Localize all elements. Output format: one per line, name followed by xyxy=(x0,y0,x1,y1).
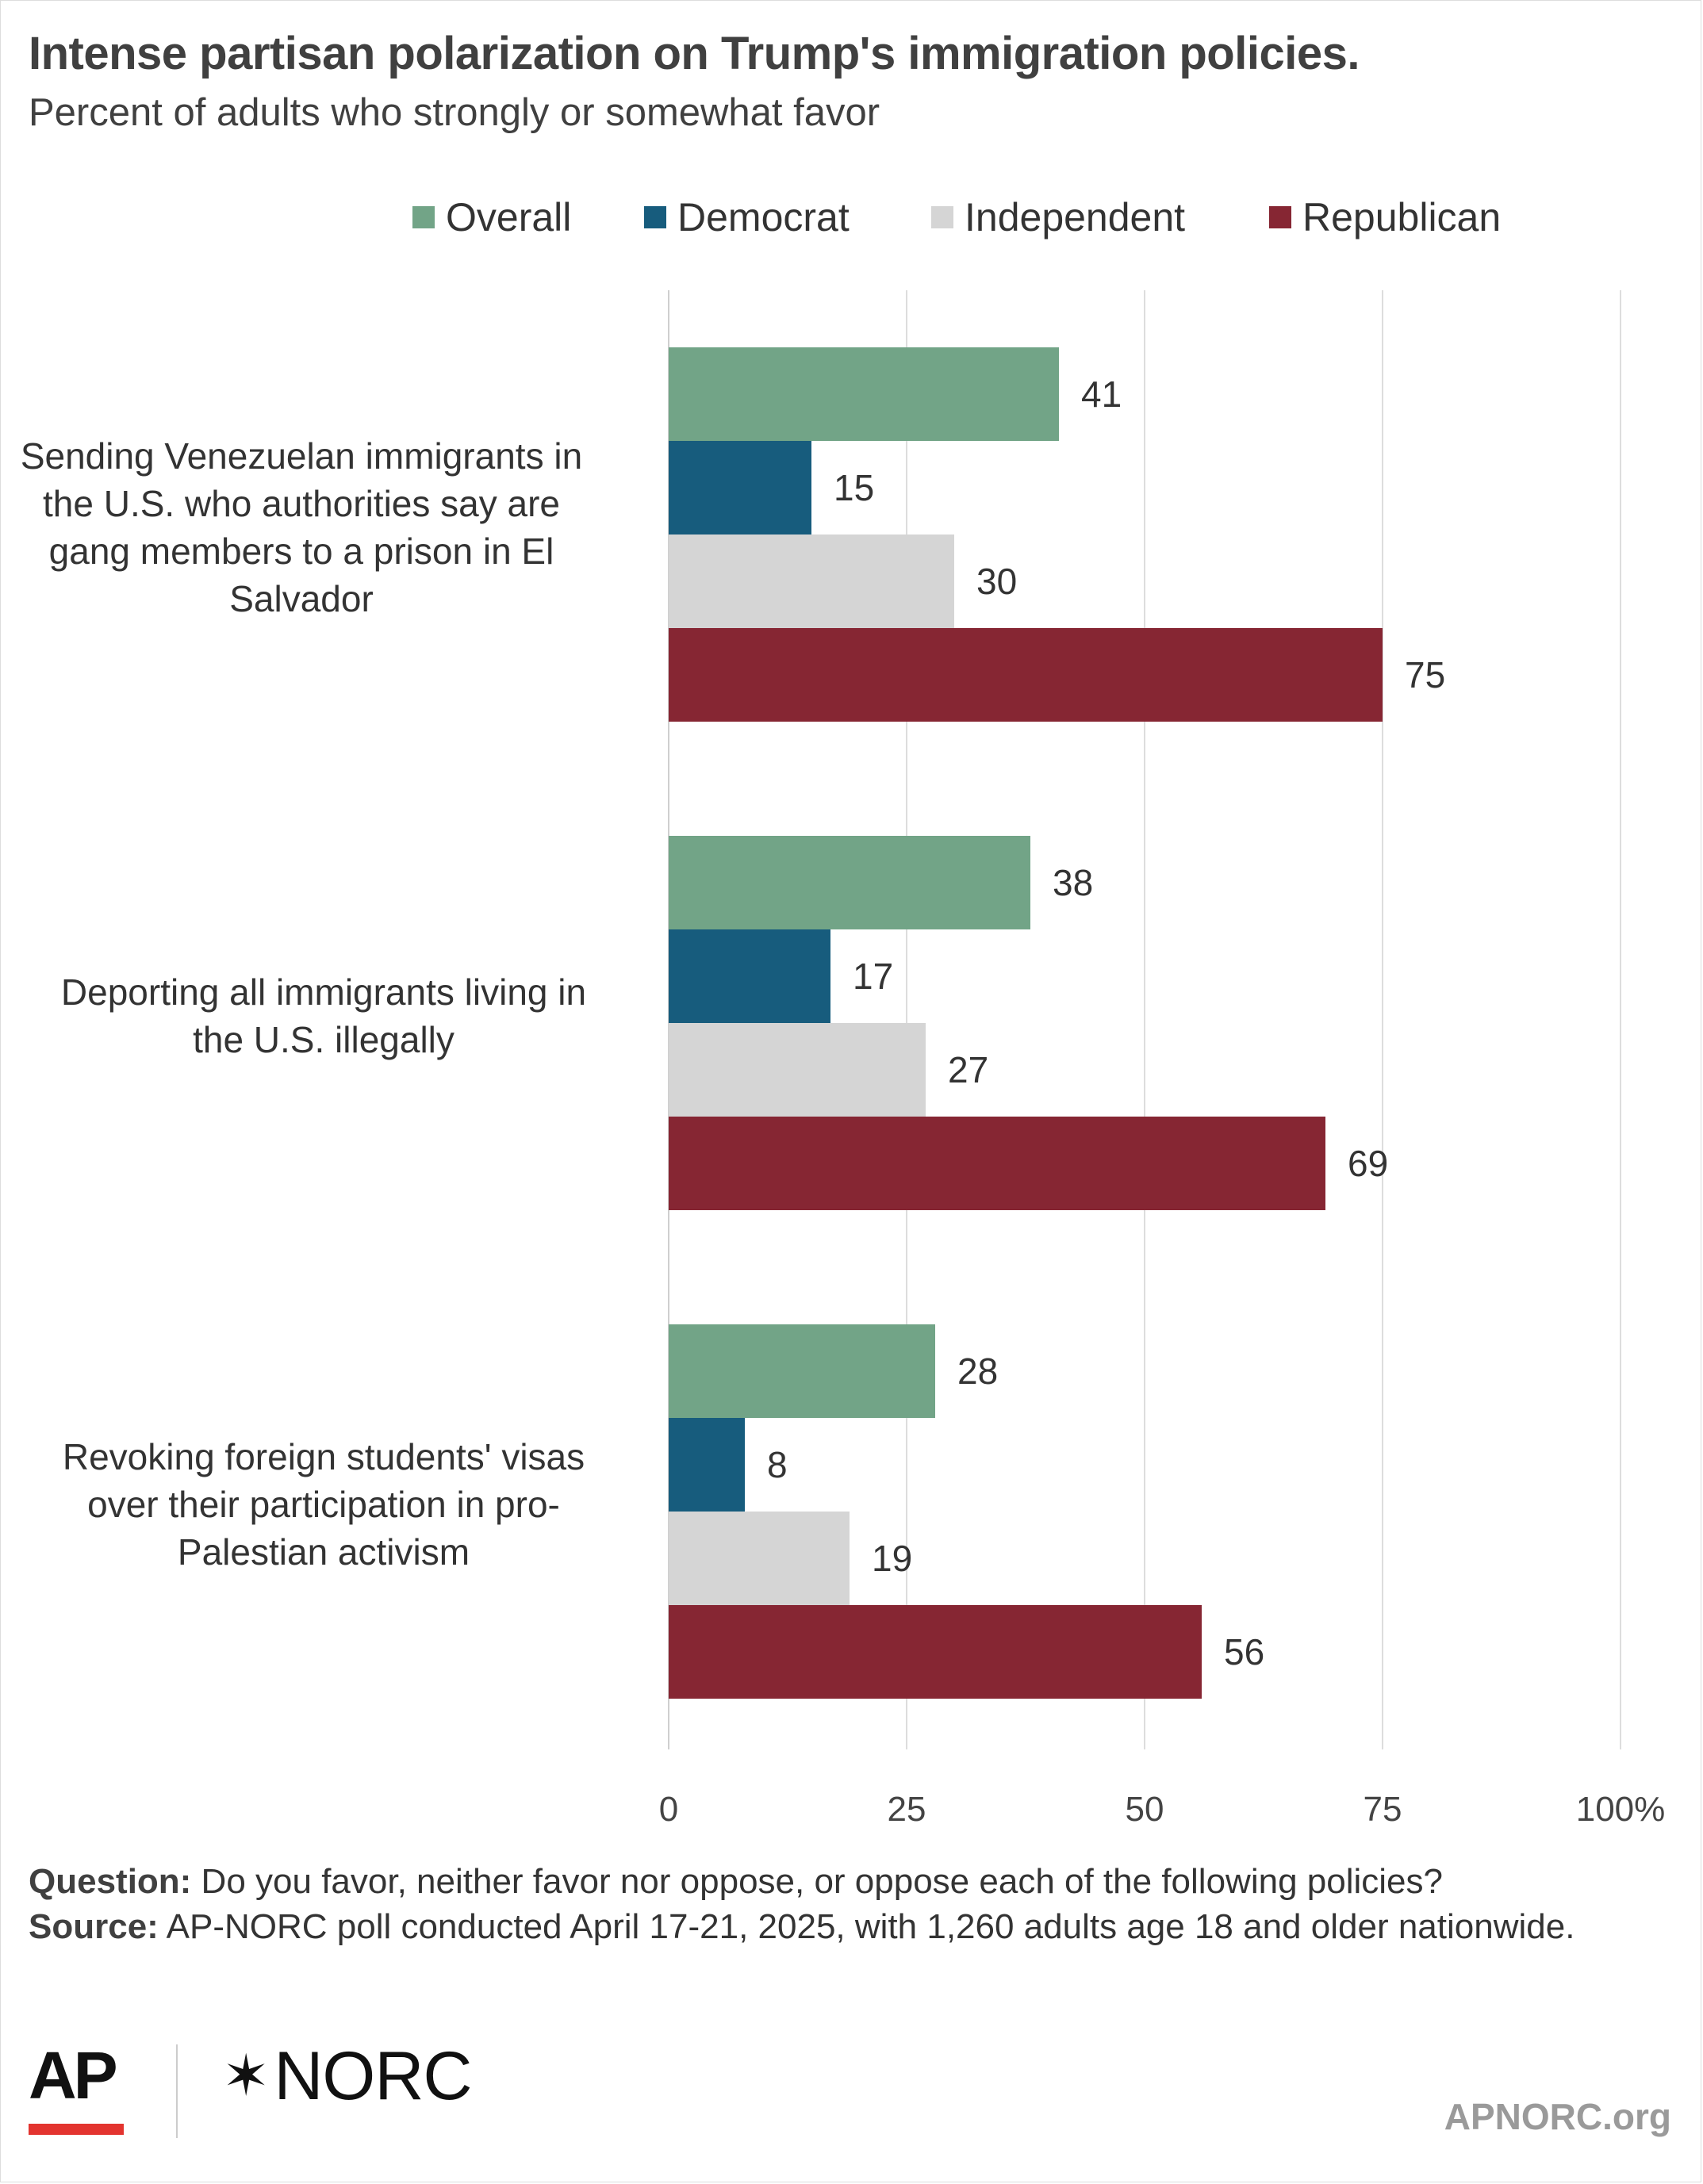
category-label-line: over their participation in pro- xyxy=(87,1484,560,1525)
bar-democrat xyxy=(669,1418,745,1512)
data-label: 56 xyxy=(1224,1631,1264,1672)
category-label-line: the U.S. illegally xyxy=(193,1019,455,1060)
bar-independent xyxy=(669,1512,850,1605)
category-label-line: Sending Venezuelan immigrants in xyxy=(20,435,583,477)
legend-label: Independent xyxy=(965,195,1186,239)
category-label-line: gang members to a prison in El xyxy=(48,531,554,572)
category-label: Deporting all immigrants living in the U.… xyxy=(6,968,641,1063)
bar-independent xyxy=(669,535,954,628)
bar-overall xyxy=(669,836,1030,929)
legend-swatch xyxy=(644,206,666,228)
legend-swatch xyxy=(931,206,953,228)
bar-republican xyxy=(669,628,1383,722)
bar-chart: 0 25 50 75 100% 41 15 30 75 38 17 27 69 28 8 19 56 xyxy=(659,290,1666,1829)
bar-independent xyxy=(669,1023,926,1117)
legend-label: Democrat xyxy=(677,195,850,239)
star-burst-icon: ✶ xyxy=(222,2044,270,2108)
logo-divider xyxy=(176,2044,178,2138)
legend-item-overall: Overall xyxy=(412,193,571,241)
chart-notes: Question: Do you favor, neither favor no… xyxy=(29,1859,1670,1949)
chart-subtitle: Percent of adults who strongly or somewh… xyxy=(29,91,880,134)
legend-label: Overall xyxy=(446,195,572,239)
source-label: Source: xyxy=(29,1907,159,1946)
category-label-line: Deporting all immigrants living in xyxy=(60,971,587,1013)
data-label: 15 xyxy=(834,467,874,508)
bar-overall xyxy=(669,347,1059,441)
source-text: AP-NORC poll conducted April 17-21, 2025… xyxy=(158,1907,1575,1946)
category-label-line: Revoking foreign students' visas xyxy=(62,1436,585,1477)
legend-label: Republican xyxy=(1302,195,1502,239)
bar-republican xyxy=(669,1117,1325,1210)
question-note: Question: Do you favor, neither favor no… xyxy=(29,1859,1670,1904)
site-link: APNORC.org xyxy=(1444,2096,1671,2137)
category-label: Sending Venezuelan immigrants in the U.S.… xyxy=(0,432,619,623)
category-label-line: Salvador xyxy=(229,578,374,619)
bar-overall xyxy=(669,1324,935,1418)
ap-logo-underline xyxy=(29,2124,124,2135)
bar-democrat xyxy=(669,441,811,535)
norc-logo-text: NORC xyxy=(274,2038,472,2114)
bar-democrat xyxy=(669,929,830,1023)
data-label: 38 xyxy=(1053,862,1093,903)
x-tick-label: 0 xyxy=(659,1790,678,1829)
legend-swatch xyxy=(412,206,435,228)
norc-logo: ✶ NORC xyxy=(222,2038,473,2114)
data-label: 19 xyxy=(872,1538,912,1579)
data-label: 28 xyxy=(957,1351,998,1392)
category-label-line: the U.S. who authorities say are xyxy=(43,483,560,524)
ap-logo: AP xyxy=(29,2038,118,2113)
data-label: 27 xyxy=(948,1049,988,1090)
source-note: Source: AP-NORC poll conducted April 17-… xyxy=(29,1904,1670,1949)
data-label: 41 xyxy=(1081,374,1122,415)
category-label: Revoking foreign students' visas over the… xyxy=(6,1433,641,1576)
data-label: 30 xyxy=(976,561,1017,602)
chart-title: Intense partisan polarization on Trump's… xyxy=(29,28,1360,79)
data-label: 69 xyxy=(1348,1143,1388,1184)
bar-republican xyxy=(669,1605,1202,1699)
x-tick-label: 100% xyxy=(1576,1790,1666,1829)
legend-item-democrat: Democrat xyxy=(644,193,850,241)
x-tick-label: 50 xyxy=(1126,1790,1164,1829)
x-tick-label: 25 xyxy=(888,1790,926,1829)
category-label-line: Palestian activism xyxy=(177,1531,470,1573)
data-label: 17 xyxy=(853,956,893,997)
legend: Overall Democrat Independent Republican xyxy=(0,193,1703,241)
question-text: Do you favor, neither favor nor oppose, … xyxy=(191,1862,1443,1901)
data-label: 8 xyxy=(767,1444,788,1485)
data-label: 75 xyxy=(1405,654,1445,695)
question-label: Question: xyxy=(29,1862,192,1901)
legend-swatch xyxy=(1269,206,1291,228)
legend-item-republican: Republican xyxy=(1269,193,1501,241)
legend-item-independent: Independent xyxy=(931,193,1185,241)
x-tick-label: 75 xyxy=(1364,1790,1402,1829)
